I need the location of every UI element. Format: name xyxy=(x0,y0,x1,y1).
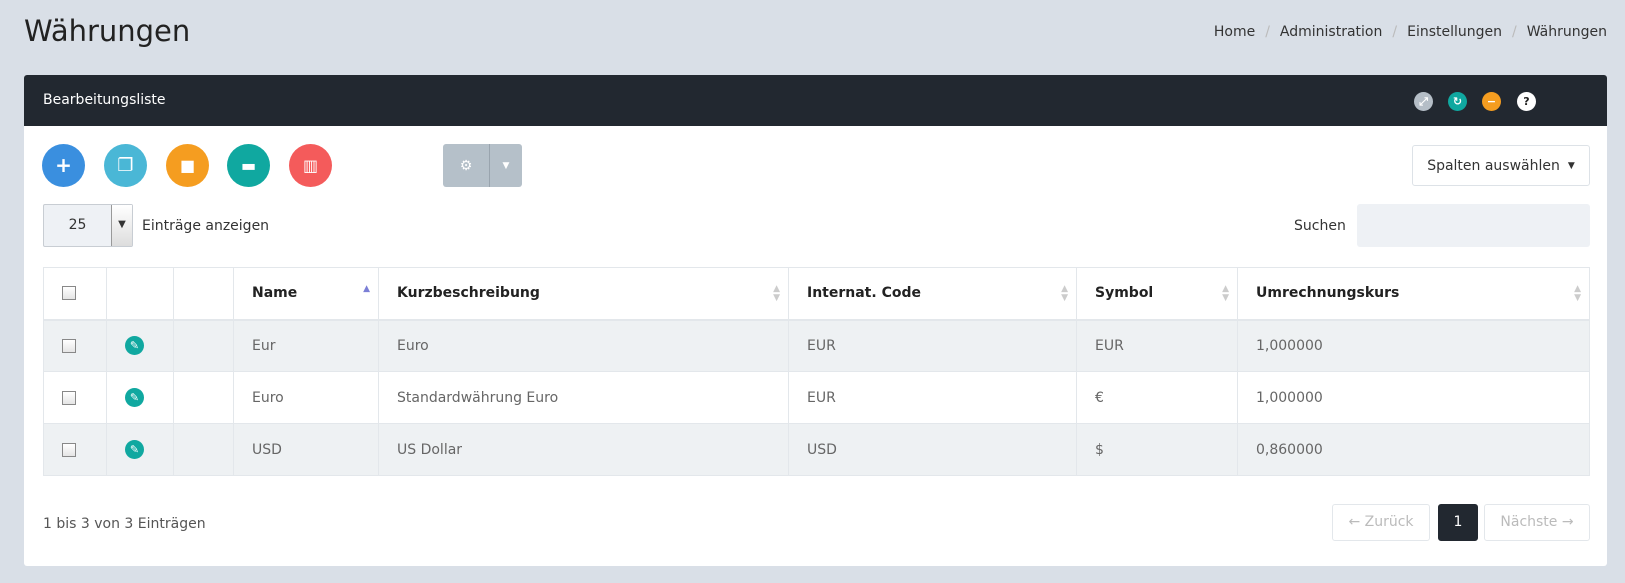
sort-asc-icon: ▲ xyxy=(363,284,370,294)
unlock-button[interactable]: ▬ xyxy=(227,144,270,187)
row-checkbox[interactable] xyxy=(62,442,76,457)
lock-button[interactable]: ■ xyxy=(166,144,209,187)
lock-icon: ■ xyxy=(179,156,196,175)
pencil-icon[interactable]: ✎ xyxy=(125,440,144,459)
cell-kurs: 0,860000 xyxy=(1237,423,1590,476)
cell-name: Eur xyxy=(233,319,379,372)
cell-symbol: $ xyxy=(1076,423,1238,476)
page-1-button[interactable]: 1 xyxy=(1438,504,1478,541)
cell-code: USD xyxy=(788,423,1077,476)
help-icon[interactable]: ? xyxy=(1517,92,1536,111)
cell-code: EUR xyxy=(788,319,1077,372)
sort-icon: ▲ ▼ xyxy=(773,284,780,303)
page-length-label: Einträge anzeigen xyxy=(142,218,270,234)
table-info: 1 bis 3 von 3 Einträgen xyxy=(43,516,206,532)
caret-down-icon[interactable]: ▼ xyxy=(502,160,510,171)
next-page-button[interactable]: Nächste → xyxy=(1484,504,1590,541)
cell-kurzbeschreibung: Standardwährung Euro xyxy=(378,371,789,424)
cell-name: Euro xyxy=(233,371,379,424)
sort-icon: ▲ ▼ xyxy=(1574,284,1581,303)
select-all-checkbox[interactable] xyxy=(62,286,76,301)
refresh-icon[interactable]: ↻ xyxy=(1448,92,1467,111)
panel-title: Bearbeitungsliste xyxy=(43,92,166,108)
page-length-value: 25 xyxy=(68,217,87,233)
minimize-icon[interactable]: − xyxy=(1482,92,1501,111)
plus-icon: + xyxy=(55,153,72,177)
column-header-umrechnungskurs[interactable]: Umrechnungskurs ▲ ▼ xyxy=(1237,267,1590,321)
delete-button[interactable]: ▥ xyxy=(289,144,332,187)
breadcrumb-home[interactable]: Home xyxy=(1213,24,1256,40)
copy-icon: ❐ xyxy=(117,155,134,176)
cell-symbol: € xyxy=(1076,371,1238,424)
edit-column-header xyxy=(106,267,174,321)
column-header-symbol[interactable]: Symbol ▲ ▼ xyxy=(1076,267,1238,321)
column-header-kurzbeschreibung[interactable]: Kurzbeschreibung ▲ ▼ xyxy=(378,267,789,321)
column-header-name[interactable]: Name ▲ xyxy=(233,267,379,321)
pencil-icon[interactable]: ✎ xyxy=(125,336,144,356)
breadcrumb-administration[interactable]: Administration xyxy=(1279,24,1383,40)
columns-select-label: Spalten auswählen xyxy=(1427,157,1560,174)
table-row: ✎ Euro Standardwährung Euro EUR € 1,0000… xyxy=(43,371,1590,424)
trash-icon: ▥ xyxy=(302,156,319,175)
caret-down-icon: ▼ xyxy=(1567,160,1575,171)
expand-icon[interactable]: ⤢ xyxy=(1414,92,1433,111)
breadcrumb-einstellungen[interactable]: Einstellungen xyxy=(1407,24,1502,40)
cell-kurzbeschreibung: US Dollar xyxy=(378,423,789,476)
cell-kurs: 1,000000 xyxy=(1237,371,1590,424)
cell-kurs: 1,000000 xyxy=(1237,319,1590,372)
add-button[interactable]: + xyxy=(42,144,85,187)
sort-icon: ▲ ▼ xyxy=(1222,284,1229,303)
table-row: ✎ USD US Dollar USD $ 0,860000 xyxy=(43,423,1590,476)
gear-icon[interactable]: ⚙ xyxy=(443,144,490,187)
panel-header: Bearbeitungsliste ⤢ ↻ − ? xyxy=(24,75,1607,126)
currency-table: Name ▲ Kurzbeschreibung ▲ ▼ Internat. Code ▲… xyxy=(43,267,1590,476)
caret-down-icon[interactable]: ▼ xyxy=(111,205,132,246)
settings-dropdown[interactable]: ⚙ ▼ xyxy=(443,144,522,187)
row-checkbox[interactable] xyxy=(62,390,76,405)
panel: Bearbeitungsliste ⤢ ↻ − ? + ❐ ■ ▬ ▥ ⚙ ▼ … xyxy=(24,75,1607,566)
copy-button[interactable]: ❐ xyxy=(104,144,147,187)
column-header-code[interactable]: Internat. Code ▲ ▼ xyxy=(788,267,1077,321)
pencil-icon[interactable]: ✎ xyxy=(125,388,144,407)
cell-symbol: EUR xyxy=(1076,319,1238,372)
sort-icon: ▲ ▼ xyxy=(1061,284,1068,303)
columns-select-button[interactable]: Spalten auswählen ▼ xyxy=(1412,145,1590,186)
page-title: Währungen xyxy=(24,14,191,48)
cell-code: EUR xyxy=(788,371,1077,424)
empty-column-header xyxy=(173,267,234,321)
prev-page-button[interactable]: ← Zurück xyxy=(1332,504,1430,541)
search-label: Suchen xyxy=(1294,218,1346,234)
unlock-icon: ▬ xyxy=(240,156,257,175)
breadcrumb: Home / Administration / Einstellungen / Wäh… xyxy=(1213,24,1607,40)
page-length-select[interactable]: 25 ▼ xyxy=(43,204,133,247)
table-header-row: Name ▲ Kurzbeschreibung ▲ ▼ Internat. Code ▲… xyxy=(43,267,1590,321)
row-checkbox[interactable] xyxy=(62,338,76,353)
search-input[interactable] xyxy=(1357,204,1590,247)
cell-kurzbeschreibung: Euro xyxy=(378,319,789,372)
cell-name: USD xyxy=(233,423,379,476)
breadcrumb-current: Währungen xyxy=(1526,24,1607,40)
table-row: ✎ Eur Euro EUR EUR 1,000000 xyxy=(43,319,1590,372)
